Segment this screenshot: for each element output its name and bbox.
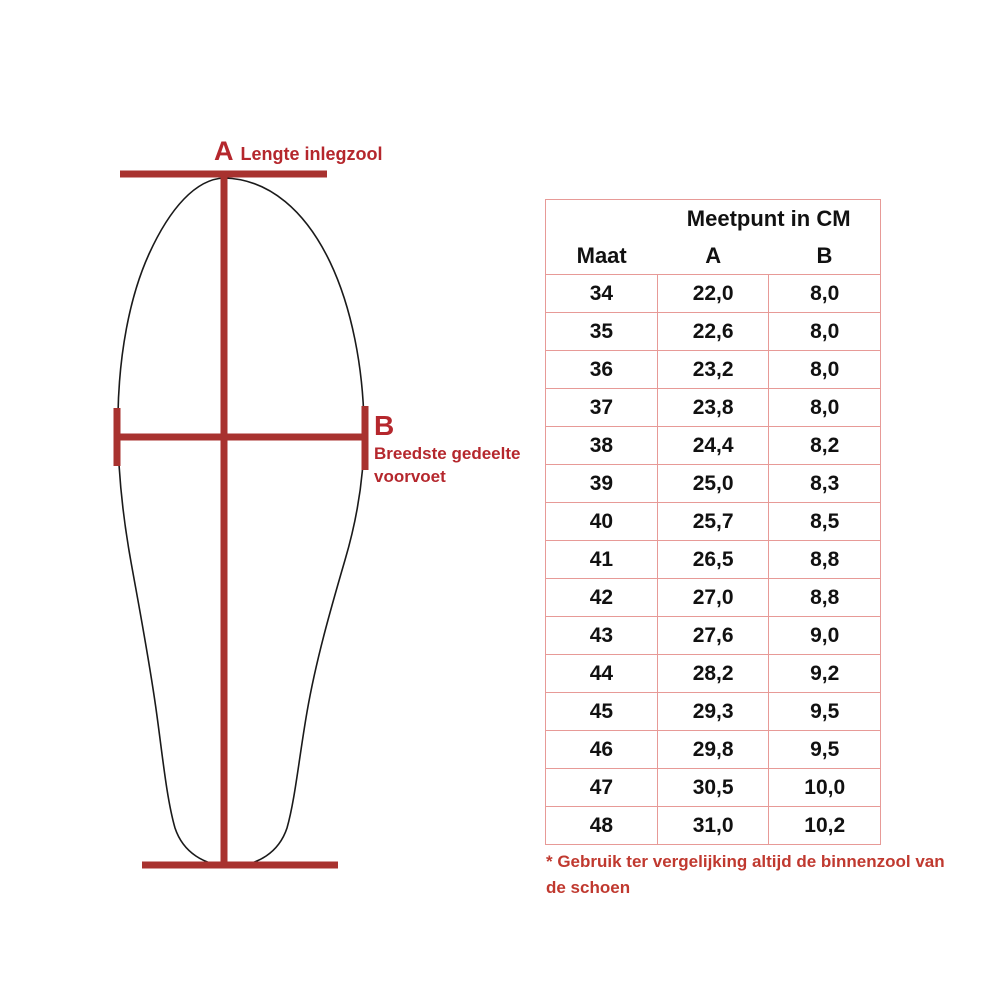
cell-maat: 36 (545, 350, 658, 389)
table-row: 48 31,0 10,2 (545, 806, 881, 845)
cell-maat: 44 (545, 654, 658, 693)
cell-a: 24,4 (656, 426, 770, 465)
table-row: 42 27,0 8,8 (545, 578, 881, 617)
table-row: 38 24,4 8,2 (545, 426, 881, 465)
cell-b: 8,0 (768, 274, 881, 313)
cell-b: 9,5 (768, 730, 881, 769)
cell-maat: 47 (545, 768, 658, 807)
footnote: * Gebruik ter vergelijking altijd de bin… (546, 852, 945, 898)
cell-maat: 40 (545, 502, 658, 541)
table-header-title-row: Meetpunt in CM (545, 199, 882, 238)
table-row: 45 29,3 9,5 (545, 692, 881, 731)
table-header-columns-row: Maat A B (545, 238, 881, 275)
cell-a: 31,0 (656, 806, 770, 845)
table-row: 43 27,6 9,0 (545, 616, 881, 655)
cell-b: 9,0 (768, 616, 881, 655)
cell-b: 8,0 (768, 350, 881, 389)
cell-b: 8,0 (768, 388, 881, 427)
label-b-letter: B (374, 410, 395, 441)
cell-a: 25,7 (656, 502, 770, 541)
cell-maat: 39 (545, 464, 658, 503)
label-a-letter: A (214, 136, 234, 166)
cell-maat: 37 (545, 388, 658, 427)
table-row: 39 25,0 8,3 (545, 464, 881, 503)
size-table: Meetpunt in CM Maat A B 34 22,0 8,0 35 22,6 8… (545, 199, 882, 845)
cell-maat: 48 (545, 806, 658, 845)
cell-a: 23,8 (656, 388, 770, 427)
insole-diagram (113, 170, 369, 869)
cell-maat: 38 (545, 426, 658, 465)
cell-maat: 43 (545, 616, 658, 655)
column-header-b: B (768, 238, 881, 275)
label-a: A Lengte inlegzool (214, 138, 383, 165)
table-row: 47 30,5 10,0 (545, 768, 881, 807)
cell-a: 29,8 (656, 730, 770, 769)
table-body: 34 22,0 8,0 35 22,6 8,0 36 23,2 8,0 37 23,8 8,0 38 24… (545, 274, 881, 845)
cell-a: 30,5 (656, 768, 770, 807)
table-title: Meetpunt in CM (657, 199, 882, 238)
cell-b: 8,2 (768, 426, 881, 465)
column-header-a: A (657, 238, 769, 275)
cell-a: 27,0 (656, 578, 770, 617)
table-row: 40 25,7 8,5 (545, 502, 881, 541)
cell-b: 8,0 (768, 312, 881, 351)
cell-a: 22,6 (656, 312, 770, 351)
cell-a: 26,5 (656, 540, 770, 579)
cell-maat: 46 (545, 730, 658, 769)
cell-b: 8,8 (768, 578, 881, 617)
table-row: 46 29,8 9,5 (545, 730, 881, 769)
column-header-maat: Maat (545, 238, 658, 275)
cell-a: 25,0 (656, 464, 770, 503)
table-row: 37 23,8 8,0 (545, 388, 881, 427)
label-b: B Breedste gedeelte voorvoet (374, 412, 549, 489)
cell-b: 8,5 (768, 502, 881, 541)
table-row: 44 28,2 9,2 (545, 654, 881, 693)
cell-b: 10,2 (768, 806, 881, 845)
cell-b: 8,3 (768, 464, 881, 503)
cell-b: 8,8 (768, 540, 881, 579)
table-row: 35 22,6 8,0 (545, 312, 881, 351)
cell-maat: 35 (545, 312, 658, 351)
label-b-text: Breedste gedeelte voorvoet (374, 444, 521, 486)
cell-b: 9,5 (768, 692, 881, 731)
cell-a: 28,2 (656, 654, 770, 693)
insole-outline (117, 177, 365, 867)
cell-a: 27,6 (656, 616, 770, 655)
cell-b: 10,0 (768, 768, 881, 807)
cell-a: 22,0 (656, 274, 770, 313)
cell-maat: 45 (545, 692, 658, 731)
cell-maat: 41 (545, 540, 658, 579)
table-row: 36 23,2 8,0 (545, 350, 881, 389)
table-row: 34 22,0 8,0 (545, 274, 881, 313)
header-spacer (545, 199, 658, 238)
cell-a: 29,3 (656, 692, 770, 731)
cell-a: 23,2 (656, 350, 770, 389)
cell-b: 9,2 (768, 654, 881, 693)
cell-maat: 34 (545, 274, 658, 313)
table-row: 41 26,5 8,8 (545, 540, 881, 579)
label-a-text: Lengte inlegzool (240, 144, 383, 164)
cell-maat: 42 (545, 578, 658, 617)
